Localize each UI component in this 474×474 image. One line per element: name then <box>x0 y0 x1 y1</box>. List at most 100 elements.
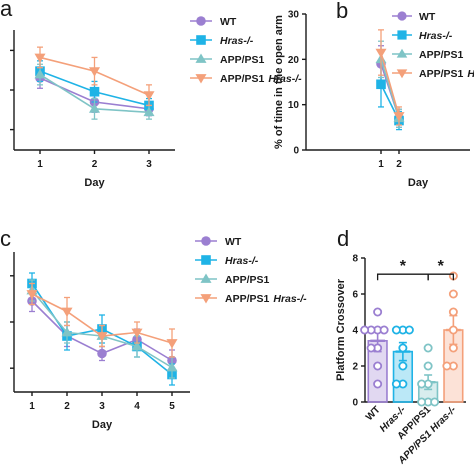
legend-label-text: WT <box>419 11 436 23</box>
legend-label: WT <box>220 16 237 28</box>
data-point <box>398 361 408 371</box>
legend-marker <box>396 69 408 79</box>
x-tick-label: 1 <box>378 159 384 170</box>
bar-group <box>417 343 440 407</box>
significance-label: * <box>400 258 407 275</box>
data-point <box>143 106 155 117</box>
series <box>375 29 405 126</box>
x-axis-label: Day <box>84 177 105 189</box>
x-tick-label: 5 <box>169 401 175 412</box>
data-point <box>143 91 155 101</box>
data-point <box>61 326 73 337</box>
bracket-line <box>427 273 455 281</box>
x-tick-label: 4 <box>134 401 140 412</box>
legend-label: Hras-/- <box>419 30 453 42</box>
x-tick-label: 2 <box>92 159 98 170</box>
data-point <box>166 361 178 372</box>
data-point <box>430 397 440 407</box>
legend-marker <box>200 294 212 304</box>
legend-label-text: APP/PS1 <box>419 68 464 80</box>
panel-letter: b <box>336 0 348 23</box>
data-point <box>448 325 458 335</box>
data-point <box>373 361 383 371</box>
data-point <box>391 325 401 335</box>
panel-b: b 0 10 20 30 1 2 Day % of time in the open arm <box>273 0 470 189</box>
y-tick-label: 30 <box>288 10 300 21</box>
data-point <box>131 340 143 351</box>
legend-label-suffix: Hras-/- <box>273 293 307 305</box>
data-point <box>89 86 100 97</box>
panel-letter: d <box>337 226 349 251</box>
data-point <box>404 325 414 335</box>
data-point <box>423 361 433 371</box>
x-tick-label: 1 <box>29 401 35 412</box>
data-point <box>448 343 458 353</box>
data-point <box>88 103 101 113</box>
bar-group <box>360 307 389 403</box>
x-tick-label: 2 <box>396 159 402 170</box>
legend-marker <box>397 11 407 21</box>
legend-marker <box>201 255 211 265</box>
data-point <box>417 397 427 407</box>
x-axis-label: Day <box>92 419 113 431</box>
y-tick-label: 2 <box>352 362 358 373</box>
series <box>26 282 178 358</box>
y-tick-label: 0 <box>352 398 358 409</box>
legend-marker <box>196 35 206 45</box>
y-tick-label: 20 <box>288 55 300 66</box>
data-point <box>417 379 427 389</box>
legend-marker <box>195 53 207 63</box>
legend-label-text: APP/PS1 <box>419 49 464 61</box>
legend-label: WT <box>419 11 436 23</box>
x-tick-label: WT <box>364 404 383 423</box>
y-tick-label: 8 <box>352 254 358 265</box>
legend-label-text: WT <box>220 16 237 28</box>
data-point <box>34 53 46 63</box>
data-point <box>398 343 408 353</box>
legend-label-text: Hras-/- <box>419 30 453 42</box>
data-point <box>379 325 389 335</box>
data-point <box>375 48 387 59</box>
panel-letter: a <box>0 0 13 21</box>
legend-label-text: APP/PS1 <box>225 274 270 286</box>
data-point <box>391 379 401 389</box>
legend-label-text: Hras-/- <box>225 255 259 267</box>
legend-label-suffix: Hras-/- <box>268 73 302 85</box>
data-point <box>166 339 178 349</box>
legend-marker <box>200 273 212 283</box>
data-point <box>423 343 433 353</box>
data-point <box>373 379 383 389</box>
series <box>34 46 155 107</box>
data-point <box>448 307 458 317</box>
data-point <box>131 328 143 339</box>
y-tick-label: 0 <box>293 146 299 157</box>
significance-label: * <box>438 258 445 275</box>
legend-marker <box>196 16 206 26</box>
legend-marker <box>195 74 207 84</box>
legend-label-text: APP/PS1 <box>220 73 265 85</box>
legend-label: WT <box>225 236 242 248</box>
panel-c: c 1 2 3 4 5 Day <box>0 226 190 431</box>
legend-label: APP/PS1 <box>225 274 270 286</box>
data-point <box>442 361 452 371</box>
legend-label: Hras-/- <box>220 35 254 47</box>
bar-group <box>442 271 464 403</box>
panel-a: a 1 2 3 Day <box>0 0 175 189</box>
significance-bracket: * <box>376 258 429 281</box>
legend-label-text: APP/PS1 <box>220 54 265 66</box>
data-point <box>61 307 73 318</box>
data-point <box>97 348 107 359</box>
significance-bracket: * <box>427 258 455 281</box>
data-point <box>376 79 386 90</box>
data-point <box>373 307 383 317</box>
data-point <box>88 67 101 77</box>
x-axis-label: Day <box>408 177 429 189</box>
y-tick-label: 6 <box>352 290 358 301</box>
